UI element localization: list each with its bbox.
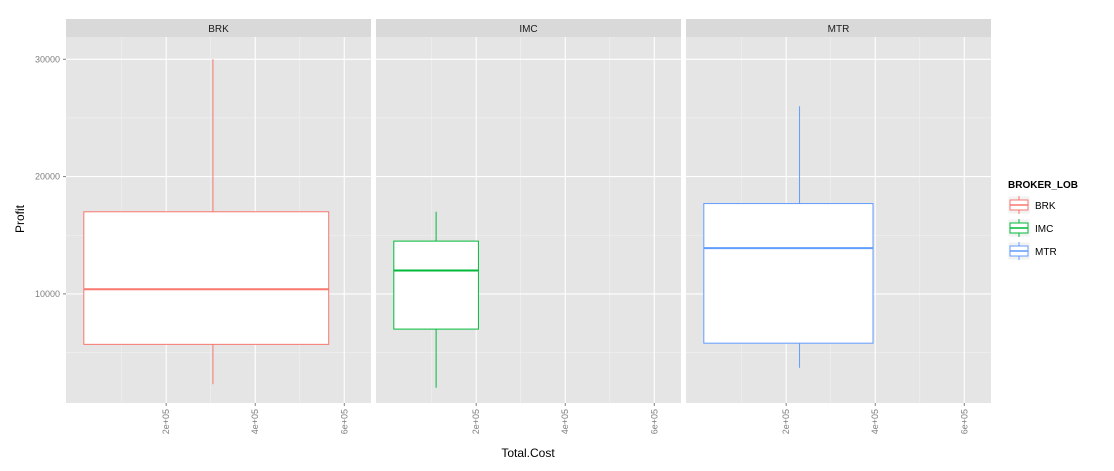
legend: BROKER_LOB BRK IMC MTR bbox=[1007, 180, 1078, 261]
facet-panel-mtr: MTR 2e+05 4e+05 6e+05 bbox=[686, 19, 991, 434]
strip-background bbox=[376, 19, 681, 37]
x-tick-label: 6e+05 bbox=[959, 409, 969, 434]
x-tick-label: 4e+05 bbox=[870, 409, 880, 434]
y-tick-label: 30000 bbox=[35, 54, 60, 64]
facet-panels: BRK 2e+05 4e+05 6e+05 IMC 2e+05 4e+05 6e+05 MTR 2… bbox=[66, 19, 991, 434]
legend-label-imc: IMC bbox=[1035, 224, 1053, 235]
legend-key-brk bbox=[1007, 195, 1031, 215]
box-iqr bbox=[393, 240, 479, 330]
legend-title: BROKER_LOB bbox=[1008, 180, 1078, 191]
legend-key-imc bbox=[1007, 218, 1031, 238]
strip-label: IMC bbox=[519, 24, 537, 35]
x-tick-label: 2e+05 bbox=[161, 409, 171, 434]
x-axis-title: Total.Cost bbox=[501, 446, 555, 460]
y-tick-label: 20000 bbox=[35, 172, 60, 182]
facet-panel-imc: IMC 2e+05 4e+05 6e+05 bbox=[376, 19, 681, 434]
strip-label: MTR bbox=[828, 24, 850, 35]
x-tick-label: 6e+05 bbox=[649, 409, 659, 434]
legend-label-mtr: MTR bbox=[1035, 247, 1057, 258]
x-tick-label: 6e+05 bbox=[339, 409, 349, 434]
box-iqr bbox=[703, 203, 874, 344]
panel-background bbox=[376, 37, 681, 403]
x-tick-label: 2e+05 bbox=[471, 409, 481, 434]
box-iqr bbox=[83, 211, 330, 345]
strip-label: BRK bbox=[208, 24, 229, 35]
y-tick-label: 10000 bbox=[35, 289, 60, 299]
strip-background bbox=[686, 19, 991, 37]
facet-panel-brk: BRK 2e+05 4e+05 6e+05 bbox=[66, 19, 371, 434]
x-tick-label: 4e+05 bbox=[560, 409, 570, 434]
strip-background bbox=[66, 19, 371, 37]
x-tick-label: 2e+05 bbox=[781, 409, 791, 434]
legend-key-mtr bbox=[1007, 241, 1031, 261]
y-axis-title: Profit bbox=[13, 204, 27, 233]
legend-label-brk: BRK bbox=[1035, 201, 1056, 212]
x-tick-label: 4e+05 bbox=[250, 409, 260, 434]
y-axis: 10000 20000 30000 bbox=[35, 54, 66, 299]
